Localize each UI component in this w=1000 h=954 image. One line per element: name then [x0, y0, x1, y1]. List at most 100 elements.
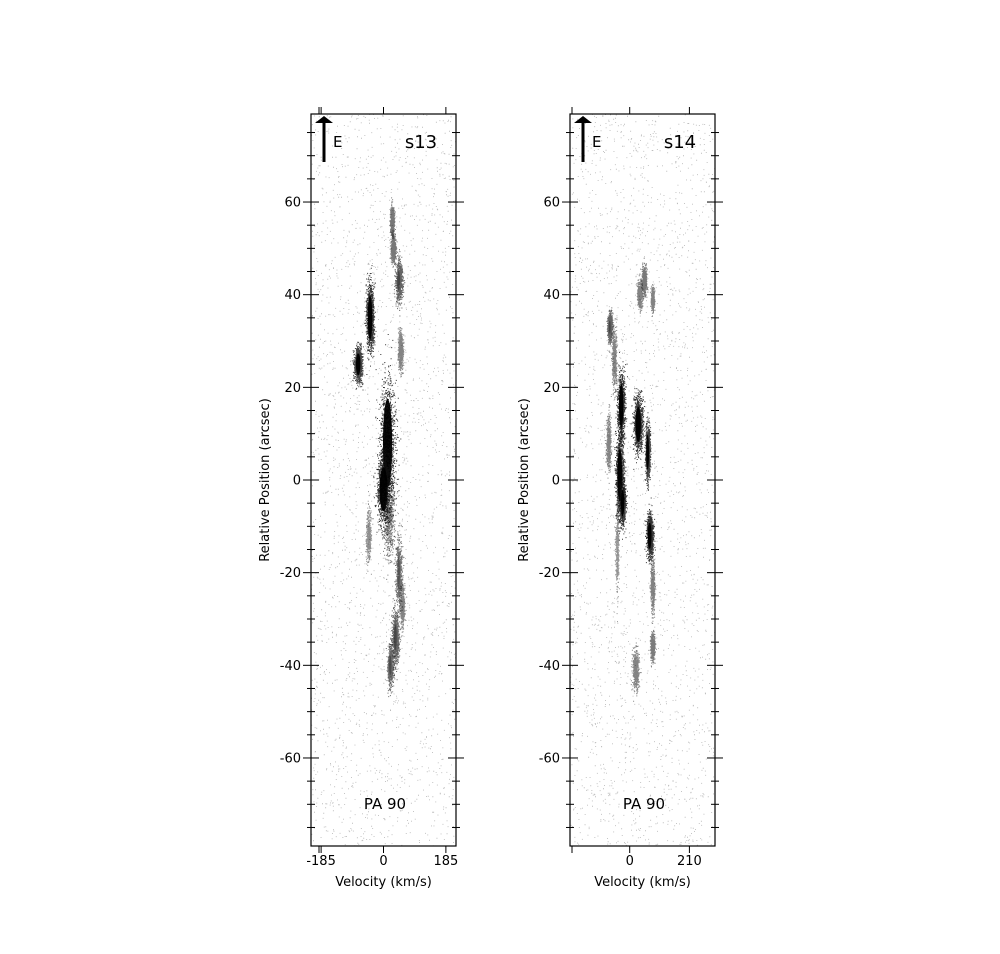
feature-core — [646, 434, 650, 470]
feature-speckle — [398, 577, 408, 637]
feature-speckle — [649, 284, 656, 317]
feature-speckle — [389, 229, 398, 268]
compass-arrow — [574, 116, 592, 162]
x-tick-label: -185 — [306, 854, 336, 869]
feature-speckle — [385, 637, 397, 698]
emission-feature — [649, 284, 656, 317]
feature-speckle — [393, 522, 405, 649]
pa-annotation: PA 90 — [623, 795, 665, 813]
y-tick-label: 20 — [543, 381, 560, 396]
y-tick-label: 0 — [552, 474, 560, 489]
feature-core — [355, 353, 361, 376]
emission-feature — [365, 491, 374, 575]
arrow-head — [574, 116, 592, 123]
plot-area — [311, 114, 456, 846]
emission-feature — [393, 249, 406, 317]
chart-panel-2: -60 -40 -20 0 20 40 60 0 210 Velocity (km/s) Relat… — [517, 107, 723, 890]
feature-speckle — [640, 257, 649, 301]
feature-speckle — [606, 307, 614, 353]
y-tick-label: -60 — [539, 751, 560, 766]
feature-core — [397, 556, 400, 589]
emission-feature — [604, 404, 613, 484]
x-axis-label: Velocity (km/s) — [335, 875, 432, 890]
feature-core — [608, 320, 611, 334]
y-tick-label: -40 — [539, 659, 560, 674]
emission-feature — [610, 318, 619, 406]
y-tick-label: -20 — [280, 566, 301, 581]
y-tick-label: 20 — [284, 381, 301, 396]
emission-feature — [648, 629, 657, 668]
x-axis-label: Velocity (km/s) — [594, 875, 691, 890]
emission-feature — [615, 351, 628, 456]
compass-arrow — [315, 116, 333, 162]
compass-label: E — [333, 133, 342, 151]
emission-feature — [352, 341, 365, 391]
emission-feature — [630, 388, 646, 470]
noise-speckle — [311, 114, 456, 846]
emission-feature — [393, 522, 405, 649]
emission-feature — [389, 229, 398, 268]
y-tick-label: -40 — [280, 659, 301, 674]
x-tick-label: 0 — [626, 854, 634, 869]
emission-feature — [364, 265, 377, 375]
feature-core — [635, 406, 641, 443]
emission-feature — [644, 497, 656, 566]
emission-feature — [606, 307, 614, 353]
y-tick-label: -60 — [280, 751, 301, 766]
feature-speckle — [610, 318, 619, 406]
emission-feature — [614, 480, 620, 623]
feature-speckle — [648, 629, 657, 668]
plot-area — [570, 114, 715, 846]
y-tick-label: 40 — [284, 288, 301, 303]
emission-feature — [636, 273, 644, 314]
feature-speckle — [636, 273, 644, 314]
feature-speckle — [604, 404, 613, 484]
emission-feature — [649, 546, 657, 624]
feature-core — [619, 383, 624, 428]
feature-speckle — [630, 642, 642, 702]
y-tick-label: 60 — [284, 196, 301, 211]
feature-speckle — [614, 480, 620, 623]
plot-background — [570, 114, 715, 846]
x-axis — [571, 107, 690, 853]
feature-core — [393, 624, 397, 651]
panel-title: s14 — [664, 132, 696, 153]
panel-title: s13 — [405, 132, 437, 153]
feature-core — [389, 655, 392, 676]
emission-feature — [398, 577, 408, 637]
emission-feature — [390, 598, 401, 681]
arrow-head — [315, 116, 333, 123]
emission-feature — [385, 637, 397, 698]
y-tick-label: -20 — [539, 566, 560, 581]
emission-feature — [640, 257, 649, 301]
feature-speckle — [365, 491, 374, 575]
feature-speckle — [390, 598, 401, 681]
feature-core — [647, 522, 652, 549]
feature-core — [620, 489, 625, 517]
feature-speckle — [397, 327, 405, 378]
feature-core — [397, 271, 401, 291]
feature-speckle — [379, 445, 399, 580]
emission-feature — [389, 197, 396, 240]
y-axis — [303, 132, 464, 828]
y-tick-label: 60 — [543, 196, 560, 211]
emission-feature — [644, 412, 653, 491]
emission-feature — [618, 474, 629, 539]
y-axis-label: Relative Position (arcsec) — [517, 398, 532, 562]
x-tick-label: 185 — [433, 854, 458, 869]
y-tick-label: 40 — [543, 288, 560, 303]
pa-annotation: PA 90 — [364, 795, 406, 813]
y-tick-label: 0 — [293, 474, 301, 489]
emission-feature — [379, 445, 399, 580]
x-tick-label: 0 — [379, 854, 387, 869]
compass-label: E — [592, 133, 601, 151]
x-axis — [318, 107, 447, 853]
feature-speckle — [649, 546, 657, 624]
feature-speckle — [393, 249, 406, 317]
x-tick-label: 210 — [677, 854, 702, 869]
feature-core — [367, 295, 373, 340]
emission-feature — [630, 642, 642, 702]
